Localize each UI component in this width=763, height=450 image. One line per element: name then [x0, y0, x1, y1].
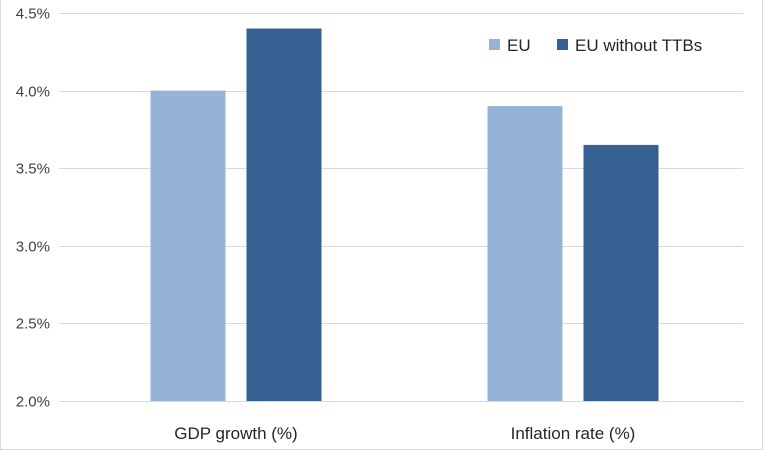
legend-label: EU without TTBs	[575, 36, 702, 55]
legend-swatch	[557, 39, 568, 50]
y-tick-label: 3.5%	[16, 161, 50, 178]
x-category-label: GDP growth (%)	[174, 424, 297, 443]
y-tick-label: 4.5%	[16, 6, 50, 23]
y-tick-label: 3.0%	[16, 239, 50, 256]
bars	[150, 28, 659, 402]
legend: EU EU without TTBs	[489, 36, 702, 55]
y-tick-label: 4.0%	[16, 84, 50, 101]
legend-swatch	[489, 39, 500, 50]
y-tick-label: 2.5%	[16, 316, 50, 333]
legend-label: EU	[507, 36, 531, 55]
bar-eu-inflation-rate	[487, 106, 563, 402]
y-tick-label: 2.0%	[16, 394, 50, 411]
y-axis-ticks: 2.0% 2.5% 3.0% 3.5% 4.0% 4.5%	[16, 6, 50, 411]
x-category-label: Inflation rate (%)	[511, 424, 636, 443]
bar-eu-without-ttbs-gdp-growth	[246, 28, 322, 402]
bar-eu-without-ttbs-inflation-rate	[583, 144, 659, 402]
bar-eu-gdp-growth	[150, 90, 226, 401]
x-axis-categories: GDP growth (%) Inflation rate (%)	[174, 424, 635, 443]
